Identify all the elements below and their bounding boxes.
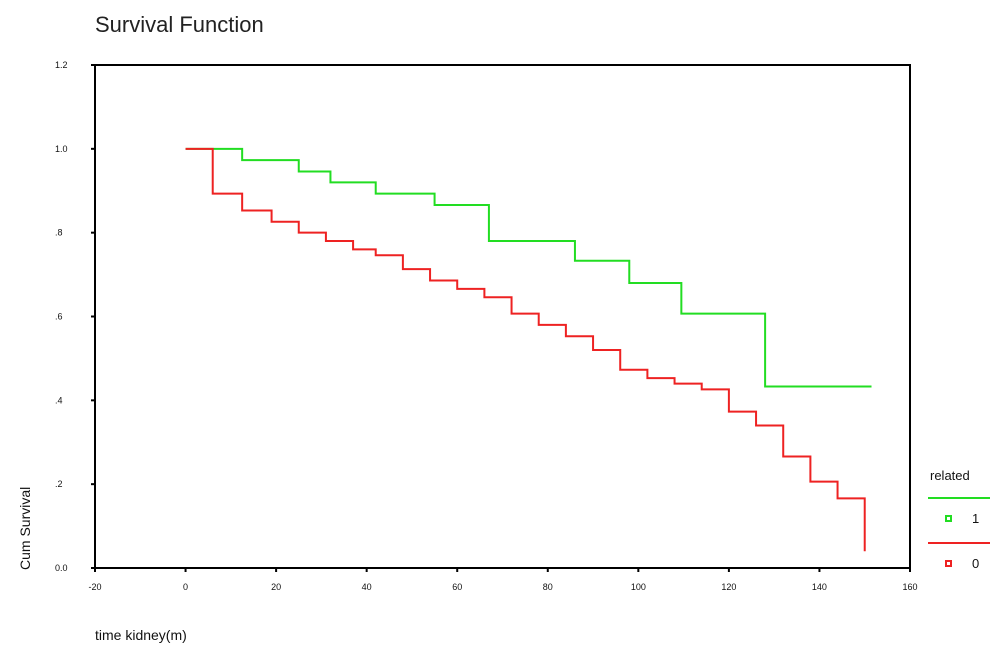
y-tick-label: .4 bbox=[55, 395, 63, 405]
series-layer bbox=[185, 147, 872, 552]
x-tick-label: 160 bbox=[902, 582, 917, 592]
x-axis-label: time kidney(m) bbox=[95, 627, 187, 643]
x-tick-label: 120 bbox=[721, 582, 736, 592]
legend-title: related bbox=[930, 468, 970, 483]
x-tick-label: 0 bbox=[183, 582, 188, 592]
x-tick-label: -20 bbox=[88, 582, 101, 592]
x-axis: -20 0 20 40 60 80 100 120 140 160 bbox=[88, 568, 918, 592]
legend-label-0: 0 bbox=[972, 556, 979, 571]
y-axis-label: Cum Survival bbox=[17, 487, 33, 570]
x-tick-label: 20 bbox=[271, 582, 281, 592]
y-tick-label: 0.0 bbox=[55, 563, 68, 573]
legend: related 1 0 bbox=[928, 468, 990, 571]
legend-marker-0 bbox=[945, 560, 952, 567]
survival-curve-series-1 bbox=[185, 147, 872, 388]
legend-marker-1 bbox=[945, 515, 952, 522]
y-tick-label: 1.2 bbox=[55, 60, 68, 70]
y-tick-label: 1.0 bbox=[55, 144, 68, 154]
x-tick-label: 100 bbox=[631, 582, 646, 592]
plot-area-frame bbox=[94, 64, 911, 569]
y-axis: 1.2 1.0 .8 .6 .4 .2 0.0 bbox=[55, 60, 95, 573]
x-tick-label: 60 bbox=[452, 582, 462, 592]
legend-label-1: 1 bbox=[972, 511, 979, 526]
y-tick-label: .2 bbox=[55, 479, 63, 489]
x-tick-label: 40 bbox=[362, 582, 372, 592]
chart-title: Survival Function bbox=[95, 12, 264, 37]
x-tick-label: 140 bbox=[812, 582, 827, 592]
x-tick-label: 80 bbox=[543, 582, 553, 592]
y-tick-label: .8 bbox=[55, 228, 63, 238]
y-tick-label: .6 bbox=[55, 312, 63, 322]
survival-curve-series-0 bbox=[185, 147, 866, 552]
